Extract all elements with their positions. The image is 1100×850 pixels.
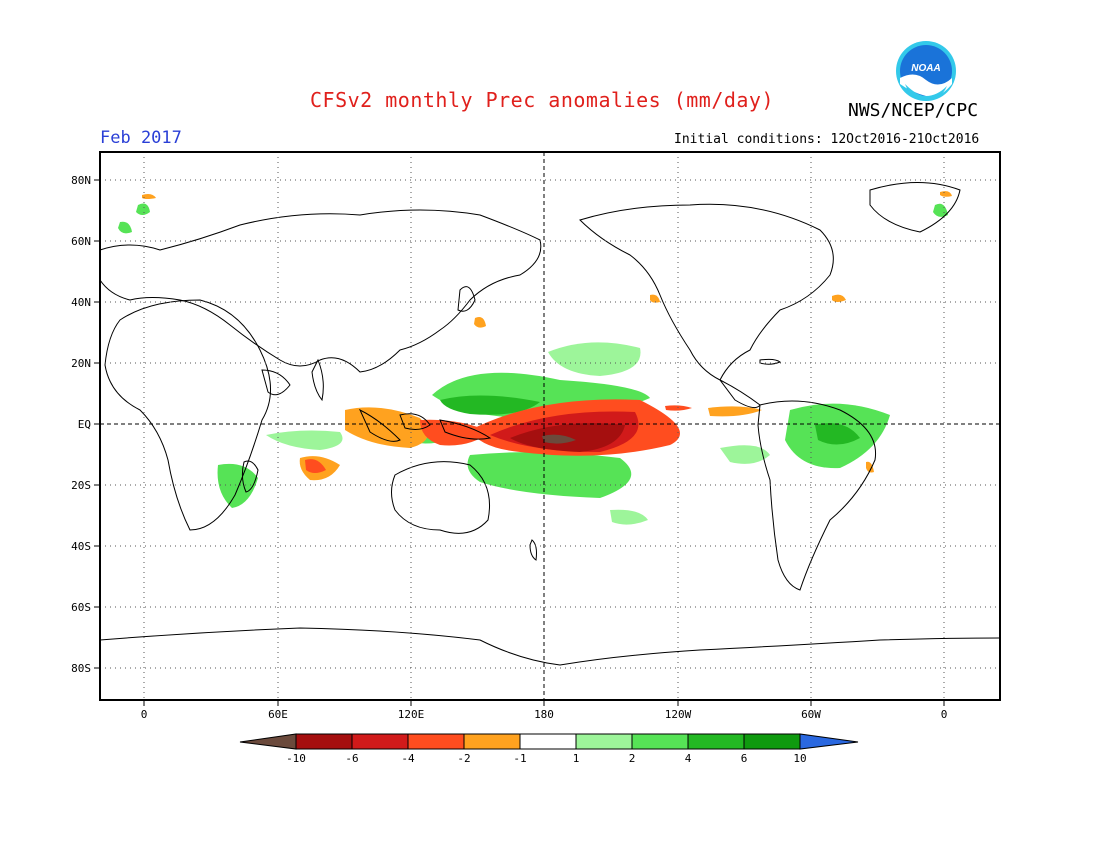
colorbar-tick: 2 [629, 752, 636, 765]
colorbar [239, 733, 859, 750]
colorbar-tick: 10 [793, 752, 806, 765]
colorbar-segment [519, 733, 577, 750]
lat-label: 40S [71, 540, 91, 553]
forecast-month: Feb 2017 [100, 128, 182, 148]
colorbar-segment [295, 733, 353, 750]
colorbar-segment [463, 733, 521, 750]
colorbar-tick: -2 [457, 752, 470, 765]
lon-label: 180 [534, 708, 554, 721]
initial-conditions: Initial conditions: 12Oct2016-21Oct2016 [674, 132, 980, 147]
lon-label: 0 [141, 708, 148, 721]
colorbar-arrow-left [239, 733, 297, 750]
colorbar-tick: -6 [345, 752, 358, 765]
lat-labels: 80N 60N 40N 20N EQ 20S 40S 60S 80S [71, 174, 91, 675]
colorbar-arrow-right [799, 733, 859, 750]
lat-label: 40N [71, 296, 91, 309]
lat-label: 60S [71, 601, 91, 614]
colorbar-segment [351, 733, 409, 750]
lat-label: 80N [71, 174, 91, 187]
map-frame [99, 151, 1001, 701]
agency-label: NWS/NCEP/CPC [848, 100, 979, 121]
colorbar-segment [407, 733, 465, 750]
lat-label: 20S [71, 479, 91, 492]
lon-label: 120E [398, 708, 425, 721]
anomaly-fields [118, 191, 952, 525]
lon-label: 120W [665, 708, 692, 721]
lon-label: 0 [941, 708, 948, 721]
colorbar-segment [575, 733, 633, 750]
grid-lines [100, 152, 1000, 700]
lat-label: 60N [71, 235, 91, 248]
lat-label: 80S [71, 662, 91, 675]
noaa-logo: NOAA [896, 41, 956, 101]
lat-label: 20N [71, 357, 91, 370]
tick-marks [94, 179, 945, 706]
colorbar-tick: 4 [685, 752, 692, 765]
colorbar-tick: 1 [573, 752, 580, 765]
colorbar-tick: -4 [401, 752, 415, 765]
colorbar-segment [743, 733, 801, 750]
coastlines [99, 182, 1001, 666]
colorbar-segment [631, 733, 689, 750]
lat-label: EQ [78, 418, 91, 431]
lon-label: 60W [801, 708, 821, 721]
chart-title: CFSv2 monthly Prec anomalies (mm/day) [310, 88, 775, 112]
colorbar-tick: -10 [286, 752, 306, 765]
colorbar-segment [687, 733, 745, 750]
svg-text:NOAA: NOAA [911, 63, 940, 74]
colorbar-labels: -10 -6 -4 -2 -1 1 2 4 6 10 [286, 752, 807, 765]
lon-label: 60E [268, 708, 288, 721]
lon-labels: 0 60E 120E 180 120W 60W 0 [141, 708, 948, 721]
colorbar-tick: 6 [741, 752, 748, 765]
colorbar-tick: -1 [513, 752, 526, 765]
